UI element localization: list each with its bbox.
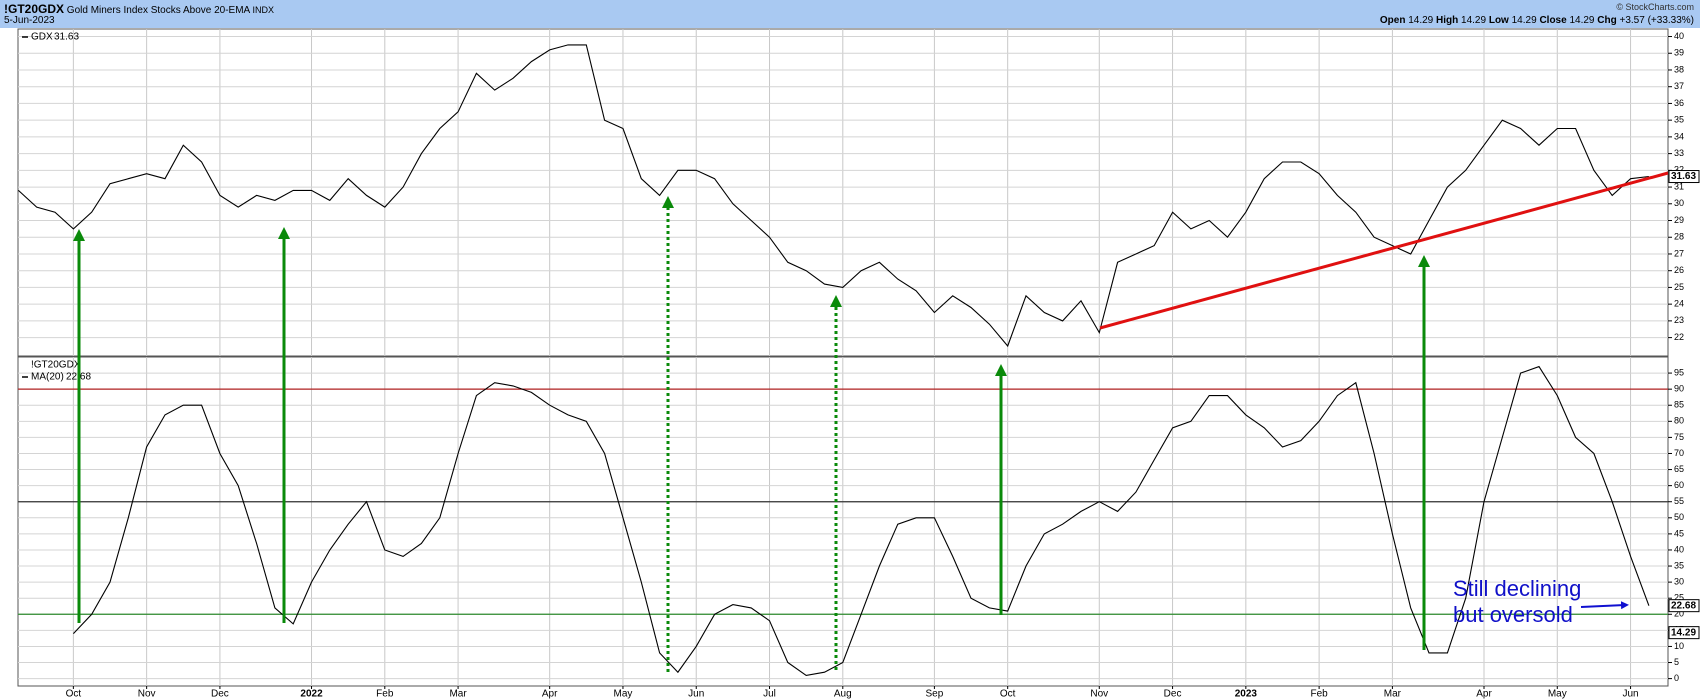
series-line [73, 365, 1650, 676]
x-tick-label: Dec [211, 689, 229, 700]
series-line [18, 44, 1649, 348]
y-tick-label: 24 [1674, 299, 1684, 309]
quote-value: 14.29 [1461, 15, 1487, 26]
x-tick-label: May [614, 689, 633, 700]
y-tick-label: 25 [1674, 282, 1684, 292]
y-tick-label: 45 [1674, 528, 1684, 538]
quote-label: Open [1379, 15, 1406, 26]
legend-label: MA(20) [31, 372, 64, 383]
y-tick-label: 35 [1674, 560, 1684, 570]
x-tick-label: Sep [926, 689, 944, 700]
y-tick-label: 30 [1674, 198, 1684, 208]
x-tick-label: Mar [1384, 689, 1402, 700]
x-tick-label: 2022 [300, 689, 323, 700]
y-tick-label: 23 [1674, 315, 1684, 325]
quote-label: Close [1539, 15, 1567, 26]
quote: Open 14.29 High 14.29 Low 14.29 Close 14… [1380, 15, 1694, 26]
y-tick-label: 38 [1674, 64, 1684, 74]
y-tick-label: 20 [1674, 609, 1684, 619]
y-tick-label: 95 [1674, 367, 1684, 377]
last-close-tag [1668, 626, 1700, 640]
y-tick-label: 39 [1674, 48, 1684, 58]
last-value-tag [1668, 170, 1700, 184]
quote-value: +3.57 (+33.33%) [1619, 15, 1695, 26]
y-tick-label: 80 [1674, 416, 1684, 426]
x-tick-label: Jul [763, 689, 776, 700]
y-tick-label: 0 [1674, 673, 1679, 683]
x-tick-label: Apr [1476, 689, 1492, 700]
last-close-label: 14.29 [1671, 627, 1696, 638]
quote-label: Low [1488, 15, 1509, 26]
last-value-label: 22.68 [1671, 600, 1696, 611]
panel-label: !GT20GDX [31, 360, 81, 371]
legend-value: 31.63 [54, 32, 79, 43]
y-tick-label: 31 [1674, 181, 1684, 191]
y-tick-label: 34 [1674, 131, 1684, 141]
x-tick-label: Oct [1000, 689, 1016, 700]
last-value-label: 31.63 [1671, 171, 1696, 182]
copyright: © StockCharts.com [1616, 2, 1694, 12]
legend-label: GDX [31, 32, 53, 43]
x-tick-label: Nov [1090, 689, 1108, 700]
y-tick-label: 10 [1674, 641, 1684, 651]
y-tick-label: 85 [1674, 400, 1684, 410]
x-tick-label: Feb [376, 689, 394, 700]
y-tick-label: 37 [1674, 81, 1684, 91]
symbol: !GT20GDX [4, 2, 65, 16]
quote-label: Chg [1597, 15, 1617, 26]
header: !GT20GDX Gold Miners Index Stocks Above … [0, 0, 1700, 28]
y-tick-label: 25 [1674, 593, 1684, 603]
x-tick-label: May [1548, 689, 1567, 700]
x-tick-label: Feb [1311, 689, 1329, 700]
x-tick-label: Oct [66, 689, 82, 700]
date: 5-Jun-2023 [4, 15, 55, 26]
y-tick-label: 27 [1674, 248, 1684, 258]
trend-line [1099, 171, 1669, 330]
quote-value: 14.29 [1511, 15, 1537, 26]
title-row: !GT20GDX Gold Miners Index Stocks Above … [4, 2, 274, 16]
y-tick-label: 26 [1674, 265, 1684, 275]
quote-value: 14.29 [1569, 15, 1595, 26]
y-tick-label: 22 [1674, 332, 1684, 342]
y-tick-label: 60 [1674, 480, 1684, 490]
y-tick-label: 40 [1674, 544, 1684, 554]
y-tick-label: 35 [1674, 115, 1684, 125]
y-tick-label: 65 [1674, 464, 1684, 474]
y-tick-label: 32 [1674, 165, 1684, 175]
x-tick-label: Mar [449, 689, 467, 700]
y-tick-label: 70 [1674, 448, 1684, 458]
y-tick-label: 5 [1674, 657, 1679, 667]
y-tick-label: 28 [1674, 232, 1684, 242]
x-tick-label: Jun [1622, 689, 1638, 700]
y-tick-label: 75 [1674, 432, 1684, 442]
exchange: INDX [252, 5, 274, 15]
arrow [1580, 601, 1629, 610]
name: Gold Miners Index Stocks Above 20-EMA [66, 5, 250, 16]
y-tick-label: 36 [1674, 98, 1684, 108]
y-tick-label: 55 [1674, 496, 1684, 506]
annotation: but oversold [1453, 602, 1573, 627]
annotations: Still declining but oversold [73, 171, 1669, 672]
y-tick-label: 29 [1674, 215, 1684, 225]
quote-label: High [1436, 15, 1459, 26]
y-tick-label: 33 [1674, 148, 1684, 158]
x-tick-label: Aug [834, 689, 852, 700]
x-tick-label: 2023 [1235, 689, 1258, 700]
x-tick-label: Dec [1164, 689, 1182, 700]
last-value-tag [1668, 599, 1700, 613]
y-tick-label: 50 [1674, 512, 1684, 522]
quote-value: 14.29 [1408, 15, 1434, 26]
y-tick-label: 40 [1674, 31, 1684, 41]
y-tick-label: 90 [1674, 384, 1684, 394]
x-tick-label: Jun [688, 689, 704, 700]
annotation: Still declining [1453, 576, 1581, 601]
y-tick-label: 30 [1674, 576, 1684, 586]
x-tick-label: Nov [138, 689, 156, 700]
x-tick-label: Apr [542, 689, 558, 700]
